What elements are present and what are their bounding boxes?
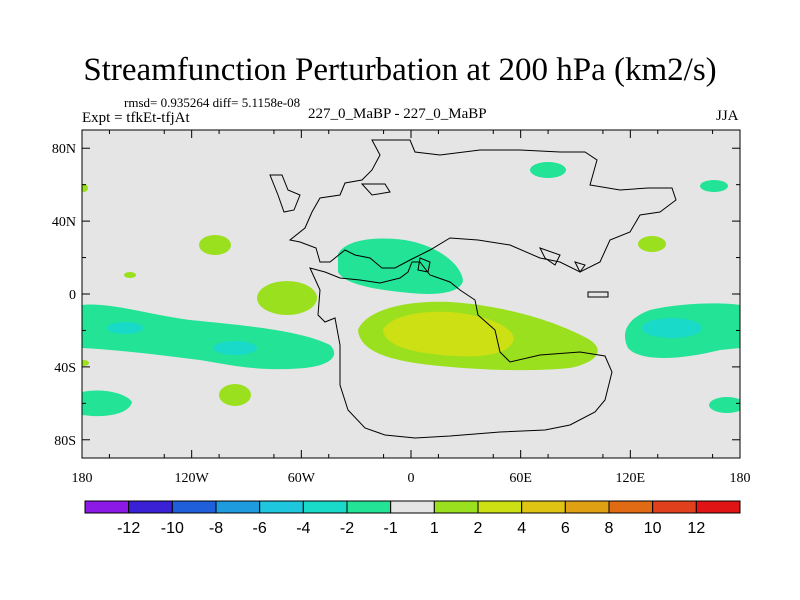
colorbar-label: -12 — [117, 520, 140, 537]
colorbar-label: -6 — [253, 520, 267, 537]
colorbar-label: 8 — [605, 520, 614, 537]
contour-region-south-pacific — [82, 304, 335, 370]
contour-cell-positive — [257, 281, 317, 315]
colorbar: -12 -10 -8 -6 -4 -2 -1 1 2 4 6 8 10 12 — [84, 500, 741, 537]
x-tick-label: 60E — [509, 471, 532, 486]
x-tick-label: 180 — [730, 471, 751, 486]
contour-cell-positive — [82, 360, 89, 366]
y-tick-label: 80N — [52, 142, 76, 157]
contour-cell-positive — [199, 235, 231, 255]
y-tick-label: 80S — [54, 434, 76, 449]
colorbar-swatch — [171, 500, 217, 514]
x-tick-label: 120E — [616, 471, 646, 486]
experiment-label: Expt = tfkEt-tfjAt — [82, 110, 190, 126]
colorbar-label: 1 — [430, 520, 439, 537]
chart-title: Streamfunction Perturbation at 200 hPa (… — [83, 52, 717, 88]
anomaly-contours — [82, 162, 740, 417]
colorbar-swatch — [695, 500, 741, 514]
contour-cell-small — [82, 184, 88, 192]
map-background — [82, 130, 740, 458]
colorbar-label: 12 — [687, 520, 705, 537]
contour-cell-small — [709, 397, 740, 413]
colorbar-swatch — [259, 500, 304, 514]
colorbar-swatch — [652, 500, 697, 514]
colorbar-swatch — [84, 500, 130, 514]
contour-cell-positive — [124, 272, 136, 278]
x-tick-label: 60W — [288, 471, 316, 486]
contour-cell-positive — [638, 236, 666, 252]
colorbar-label: 6 — [561, 520, 570, 537]
season-label: JJA — [716, 108, 739, 124]
stats-line: rmsd= 0.935264 diff= 5.1158e-08 — [124, 95, 301, 110]
colorbar-swatch — [346, 500, 392, 514]
y-axis: 80N 40N 0 40S 80S — [52, 142, 740, 449]
contour-cell-small — [530, 162, 566, 178]
colorbar-swatch — [608, 500, 654, 514]
contour-region-atlantic-north — [338, 238, 463, 294]
contour-cell-deep — [107, 322, 143, 334]
colorbar-label: -2 — [340, 520, 354, 537]
contour-cell-deep — [213, 341, 257, 355]
x-tick-label: 180 — [72, 471, 93, 486]
colorbar-swatch — [128, 500, 173, 514]
colorbar-swatch — [215, 500, 261, 514]
colorbar-label: -8 — [209, 520, 223, 537]
contour-cell-positive — [219, 384, 251, 406]
colorbar-swatch — [564, 500, 610, 514]
colorbar-swatch — [302, 500, 348, 514]
colorbar-label: -4 — [296, 520, 310, 537]
x-tick-label: 120W — [175, 471, 210, 486]
comparison-label: 227_0_MaBP - 227_0_MaBP — [308, 106, 487, 122]
y-tick-label: 40S — [54, 361, 76, 376]
colorbar-swatch — [477, 500, 523, 514]
colorbar-label: 10 — [644, 520, 662, 537]
colorbar-label: 2 — [474, 520, 483, 537]
contour-cell-deep — [642, 318, 702, 338]
colorbar-swatch — [521, 500, 566, 514]
colorbar-swatch — [433, 500, 479, 514]
x-tick-label: 0 — [408, 471, 415, 486]
colorbar-label: -10 — [161, 520, 184, 537]
colorbar-label: 4 — [517, 520, 526, 537]
y-tick-label: 40N — [52, 215, 76, 230]
coastlines — [269, 139, 677, 439]
colorbar-swatch — [390, 500, 435, 514]
contour-region-sw — [82, 390, 132, 417]
y-tick-label: 0 — [69, 288, 76, 303]
x-axis: 180 120W 60W 0 60E 120E 180 — [72, 130, 751, 486]
contour-cell-small — [700, 180, 728, 192]
contour-region-south-atlantic-core — [383, 311, 514, 357]
colorbar-label: -1 — [384, 520, 398, 537]
